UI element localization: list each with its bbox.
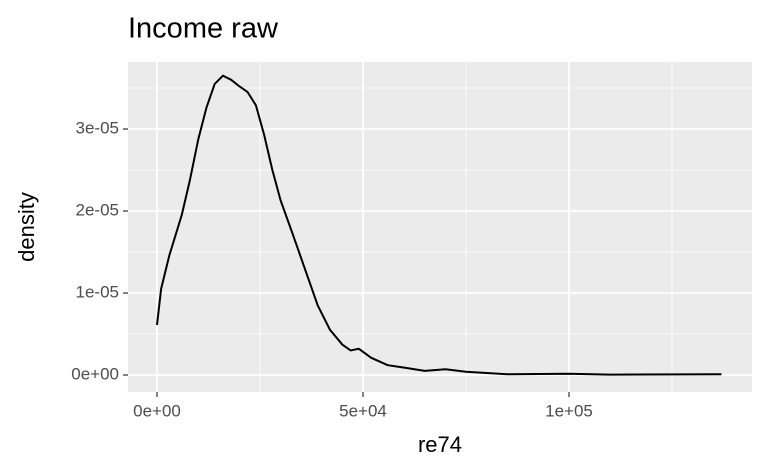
density-line	[156, 74, 722, 376]
y-axis-label: density	[14, 192, 39, 262]
x-tick-label: 1e+05	[545, 401, 593, 420]
y-tick-label: 1e-05	[76, 283, 119, 302]
chart-title: Income raw	[128, 13, 279, 45]
y-tick-label: 3e-05	[76, 118, 119, 137]
y-tick-label: 2e-05	[76, 200, 119, 219]
y-tick-label: 0e+00	[71, 365, 119, 384]
x-tick-label: 0e+00	[133, 401, 181, 420]
x-axis-label: re74	[418, 432, 462, 457]
x-tick-label: 5e+04	[339, 401, 387, 420]
plot-panel	[128, 62, 752, 392]
